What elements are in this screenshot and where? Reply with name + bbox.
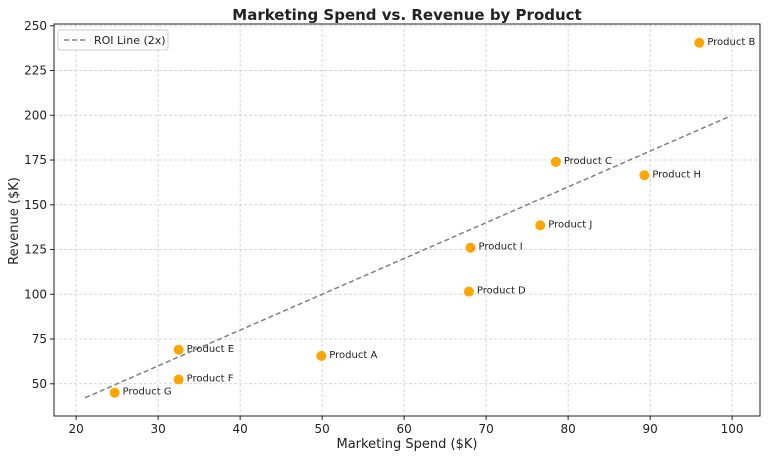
y-tick-label: 100 xyxy=(24,287,47,301)
x-tick-label: 100 xyxy=(721,422,744,436)
x-tick-label: 80 xyxy=(560,422,575,436)
chart-title: Marketing Spend vs. Revenue by Product xyxy=(232,6,581,24)
y-tick-label: 125 xyxy=(24,243,47,257)
data-point xyxy=(173,374,184,385)
point-label: Product I xyxy=(479,242,523,253)
x-axis-label: Marketing Spend ($K) xyxy=(337,437,478,452)
point-label: Product F xyxy=(187,373,234,384)
point-label: Product A xyxy=(329,350,377,361)
data-point xyxy=(694,37,705,48)
x-tick-label: 20 xyxy=(68,422,83,436)
point-label: Product H xyxy=(652,169,701,180)
x-tick-label: 60 xyxy=(396,422,411,436)
legend-entry: ROI Line (2x) xyxy=(94,34,166,47)
y-axis-label: Revenue ($K) xyxy=(7,177,22,265)
plot-frame xyxy=(53,23,761,417)
point-label: Product E xyxy=(187,344,234,355)
y-tick-label: 200 xyxy=(24,108,47,122)
data-point xyxy=(463,286,474,297)
y-tick-label: 250 xyxy=(24,19,47,33)
y-tick-label: 50 xyxy=(32,377,47,391)
x-tick-label: 90 xyxy=(642,422,657,436)
data-point xyxy=(535,220,546,231)
point-label: Product D xyxy=(477,286,526,297)
point-label: Product C xyxy=(564,156,612,167)
data-point xyxy=(550,156,561,167)
x-tick-label: 40 xyxy=(232,422,247,436)
point-label: Product B xyxy=(707,37,755,48)
y-tick-label: 150 xyxy=(24,198,47,212)
x-tick-label: 70 xyxy=(478,422,493,436)
point-label: Product G xyxy=(123,387,172,398)
data-point xyxy=(639,170,650,181)
data-point xyxy=(173,344,184,355)
x-tick-label: 50 xyxy=(314,422,329,436)
data-point xyxy=(316,350,327,361)
point-label: Product J xyxy=(548,219,592,230)
y-tick-label: 175 xyxy=(24,153,47,167)
data-point xyxy=(109,387,120,398)
roi-line xyxy=(84,116,729,399)
legend: ROI Line (2x) xyxy=(57,29,169,51)
x-tick-label: 30 xyxy=(150,422,165,436)
data-point xyxy=(465,242,476,253)
y-tick-label: 225 xyxy=(24,64,47,78)
y-tick-label: 75 xyxy=(32,332,47,346)
